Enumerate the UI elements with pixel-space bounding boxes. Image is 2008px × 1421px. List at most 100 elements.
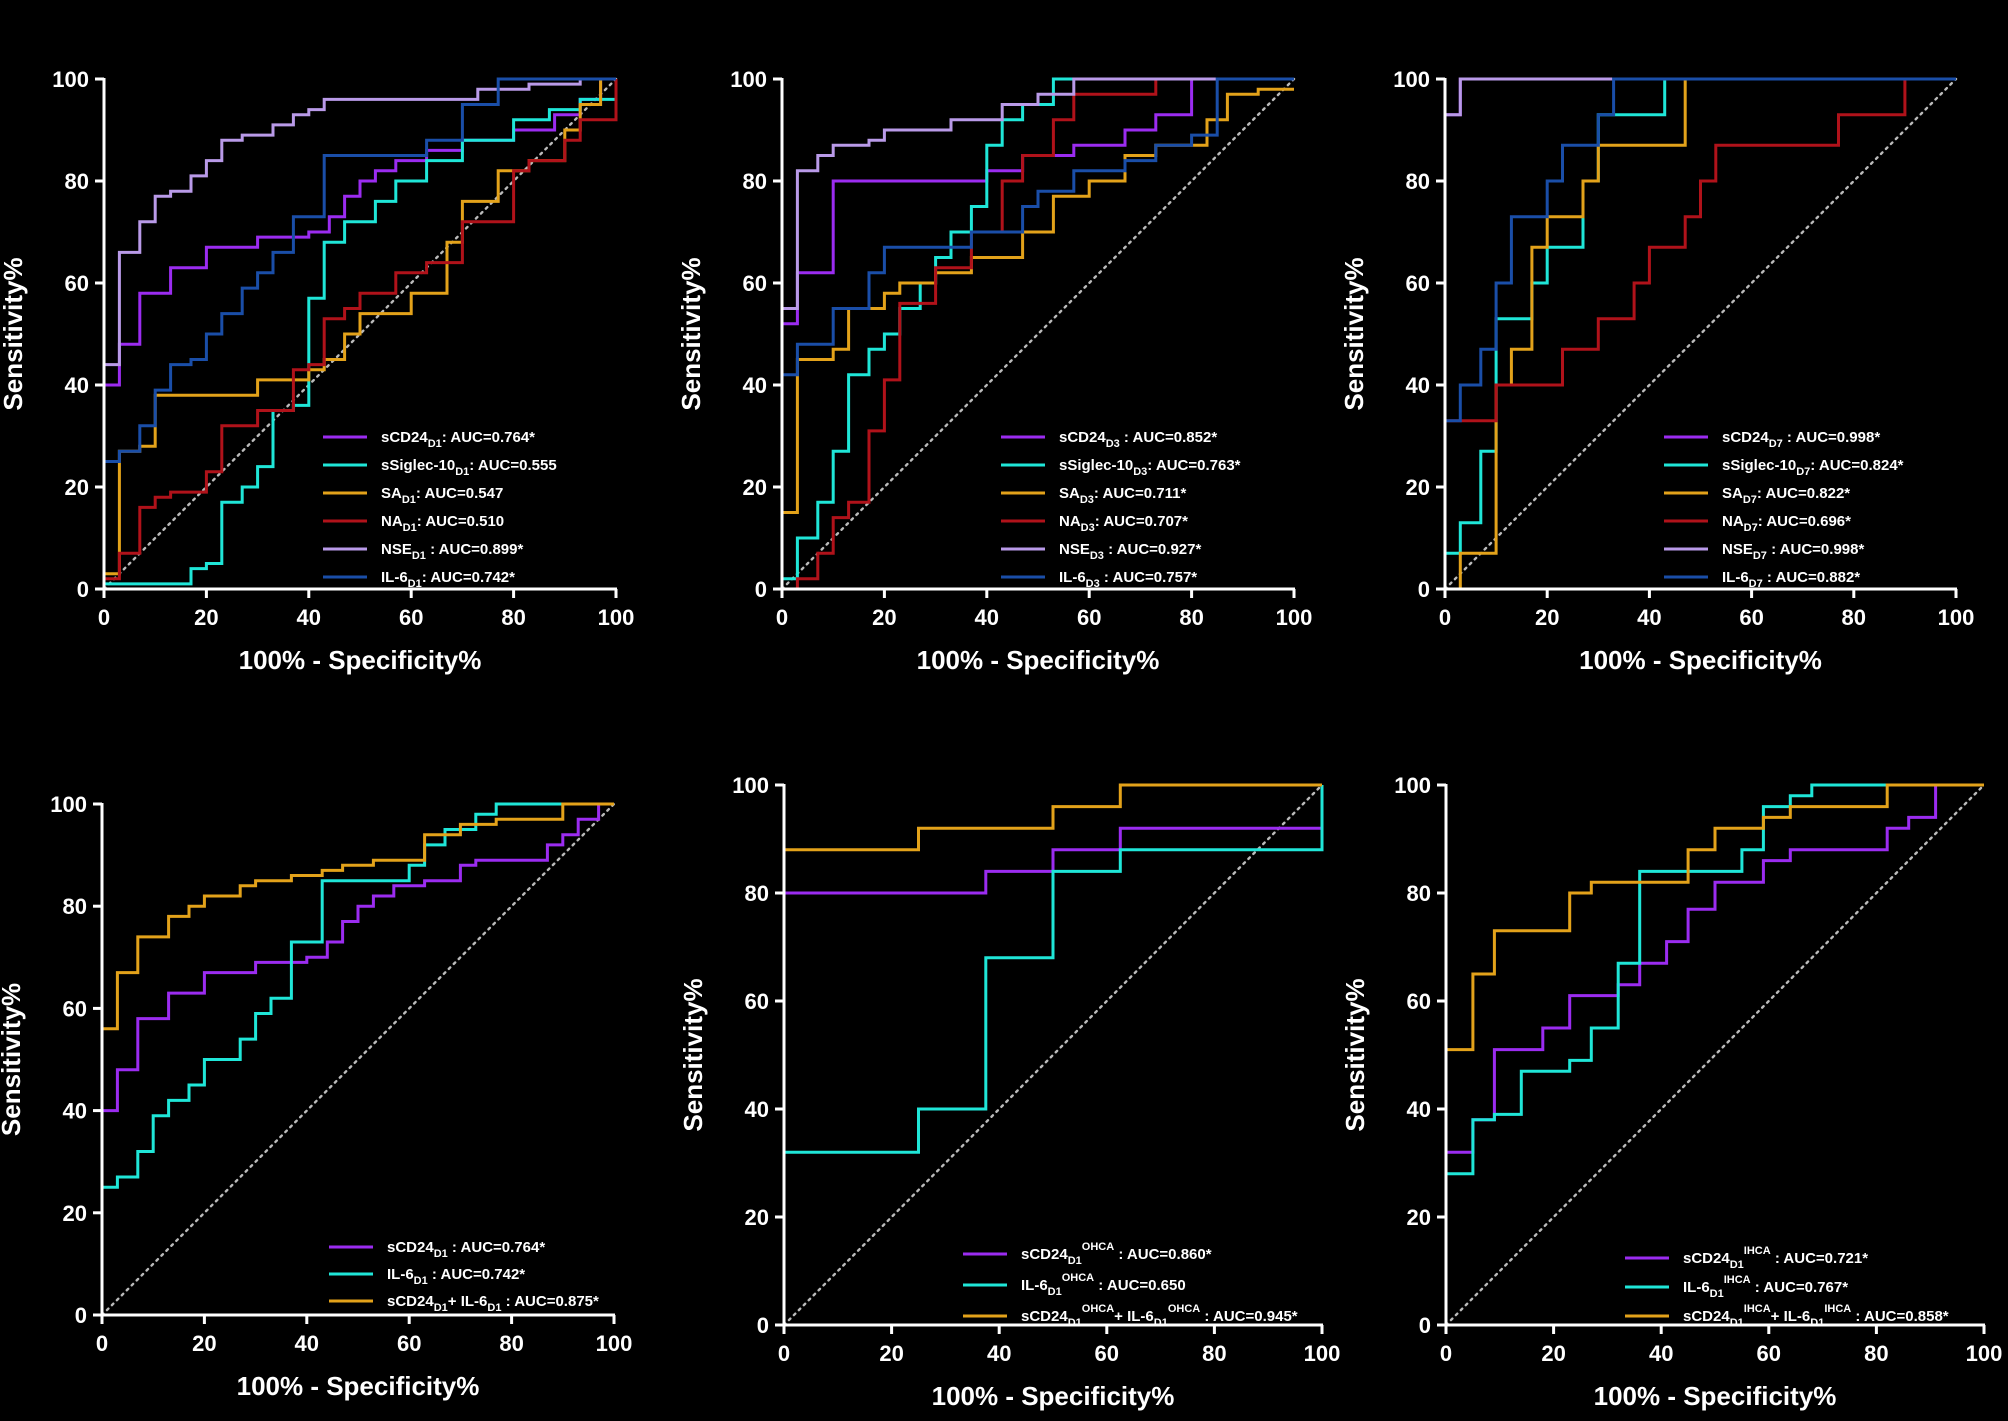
reference-diagonal [782, 783, 1324, 1327]
roc-curve-2 [1444, 783, 1984, 1325]
x-tick-label: 20 [194, 605, 218, 630]
x-tick-label: 40 [975, 605, 999, 630]
legend-entry: IL-6D7 : AUC=0.882* [1722, 569, 1860, 590]
y-tick-label: 0 [75, 1303, 87, 1328]
chart-panel-top-middle: 0 20 40 60 80 100 0 20 40 60 80 100 100% - Specifici… [676, 67, 1312, 675]
legend-entry: NSED1 : AUC=0.899* [381, 541, 523, 562]
x-tick-label: 60 [1095, 1341, 1119, 1366]
reference-diagonal [1444, 783, 1986, 1327]
x-tick-label: 40 [297, 605, 321, 630]
roc-curve-4 [780, 77, 1294, 589]
roc-curve-0 [1444, 783, 1984, 1325]
y-tick-label: 40 [1407, 1097, 1431, 1122]
roc-curve-3 [782, 77, 1294, 591]
x-tick-label: 0 [1440, 1341, 1452, 1366]
y-axis-label: Sensitivity% [1339, 257, 1369, 410]
legend-entry: sCD24D1 : AUC=0.764* [387, 1239, 545, 1260]
y-tick-label: 0 [1418, 577, 1430, 602]
roc-curve-1 [1443, 77, 1956, 589]
y-tick-label: 0 [755, 577, 767, 602]
y-tick-label: 20 [63, 1201, 87, 1226]
y-tick-label: 80 [63, 894, 87, 919]
roc-curve-2 [100, 802, 614, 1315]
y-tick-label: 60 [743, 271, 767, 296]
legend-entry: SAD1: AUC=0.547 [381, 485, 503, 506]
legend: sCD24D3 : AUC=0.852* sSiglec-10D3: AUC=0.… [1001, 429, 1241, 590]
x-tick-label: 100 [596, 1331, 633, 1356]
y-tick-label: 20 [745, 1205, 769, 1230]
x-tick-label: 40 [295, 1331, 319, 1356]
y-axis-label: Sensitivity% [676, 257, 706, 410]
x-tick-label: 20 [1541, 1341, 1565, 1366]
legend-entry: sSiglec-10D7: AUC=0.824* [1722, 457, 1904, 478]
roc-curve-5 [1443, 77, 1956, 589]
x-tick-label: 80 [1864, 1341, 1888, 1366]
x-tick-label: 40 [1649, 1341, 1673, 1366]
legend-entry: sSiglec-10D3: AUC=0.763* [1059, 457, 1241, 478]
chart-panel-top-left: 0 20 40 60 80 100 0 20 40 60 80 100 100% - Specifici… [0, 67, 634, 675]
x-tick-label: 0 [1439, 605, 1451, 630]
legend-entry: NAD1: AUC=0.510 [381, 513, 504, 534]
legend-entry: sCD24D1+ IL-6D1 : AUC=0.875* [387, 1293, 599, 1314]
x-axis-label: 100% - Specificity% [239, 645, 482, 675]
legend: sCD24D1: AUC=0.764* sSiglec-10D1: AUC=0.5… [323, 429, 557, 590]
y-tick-label: 80 [745, 881, 769, 906]
legend-entry: IL-6D1: AUC=0.742* [381, 569, 515, 590]
legend-entry: sCD24D1IHCA : AUC=0.721* [1683, 1245, 1868, 1271]
y-tick-label: 60 [63, 996, 87, 1021]
roc-curve-1 [100, 802, 614, 1315]
legend-entry: IL-6D1IHCA : AUC=0.767* [1683, 1274, 1848, 1300]
y-tick-label: 20 [743, 475, 767, 500]
y-axis-label: Sensitivity% [0, 983, 26, 1136]
y-tick-label: 80 [743, 169, 767, 194]
x-tick-label: 100 [1966, 1341, 2003, 1366]
x-tick-label: 0 [778, 1341, 790, 1366]
reference-diagonal [1443, 77, 1958, 591]
x-tick-label: 100 [1304, 1341, 1341, 1366]
legend-entry: NAD7: AUC=0.696* [1722, 513, 1851, 534]
roc-curve-3 [102, 79, 618, 589]
x-tick-label: 20 [192, 1331, 216, 1356]
y-tick-label: 20 [1407, 1205, 1431, 1230]
legend-entry: sCD24D1: AUC=0.764* [381, 429, 535, 450]
roc-curve-1 [102, 79, 618, 589]
x-tick-label: 60 [397, 1331, 421, 1356]
x-tick-label: 80 [501, 605, 525, 630]
chart-panel-bottom-middle: 0 20 40 60 80 100 0 20 40 60 80 100 100% - Specifici… [678, 773, 1340, 1411]
reference-diagonal [780, 77, 1296, 591]
reference-diagonal [102, 77, 618, 591]
y-tick-label: 60 [745, 989, 769, 1014]
legend-entry: sCD24D3 : AUC=0.852* [1059, 429, 1217, 450]
x-tick-label: 60 [399, 605, 423, 630]
legend: sCD24D7 : AUC=0.998* sSiglec-10D7: AUC=0.… [1664, 429, 1904, 590]
legend-entry: sCD24D7 : AUC=0.998* [1722, 429, 1880, 450]
x-tick-label: 60 [1739, 605, 1763, 630]
roc-curve-5 [780, 77, 1294, 589]
y-tick-label: 100 [1393, 67, 1430, 92]
x-tick-label: 80 [1202, 1341, 1226, 1366]
y-tick-label: 0 [77, 577, 89, 602]
legend-entry: SAD7: AUC=0.822* [1722, 485, 1850, 506]
y-tick-label: 100 [50, 792, 87, 817]
roc-curve-1 [780, 77, 1294, 589]
y-tick-label: 100 [730, 67, 767, 92]
chart-panel-top-right: 0 20 40 60 80 100 0 20 40 60 80 100 100% - Specifici… [1339, 67, 1974, 675]
y-tick-label: 80 [65, 169, 89, 194]
x-axis-label: 100% - Specificity% [917, 645, 1160, 675]
x-axis-label: 100% - Specificity% [932, 1381, 1175, 1411]
legend-entry: sCD24D1OHCA+ IL-6D1OHCA : AUC=0.945* [1021, 1303, 1298, 1329]
x-tick-label: 80 [1842, 605, 1866, 630]
x-tick-label: 60 [1077, 605, 1101, 630]
legend-entry: NSED7 : AUC=0.998* [1722, 541, 1864, 562]
x-tick-label: 80 [1179, 605, 1203, 630]
legend-entry: NAD3: AUC=0.707* [1059, 513, 1188, 534]
y-tick-label: 60 [1407, 989, 1431, 1014]
y-tick-label: 100 [1394, 773, 1431, 798]
legend-entry: sCD24D1IHCA+ IL-6D1IHCA : AUC=0.858* [1683, 1303, 1949, 1329]
legend-entry: IL-6D1 : AUC=0.742* [387, 1266, 525, 1287]
legend-entry: NSED3 : AUC=0.927* [1059, 541, 1201, 562]
roc-curve-0 [1443, 77, 1956, 589]
y-tick-label: 60 [1406, 271, 1430, 296]
x-tick-label: 100 [598, 605, 635, 630]
roc-curve-0 [100, 802, 614, 1315]
